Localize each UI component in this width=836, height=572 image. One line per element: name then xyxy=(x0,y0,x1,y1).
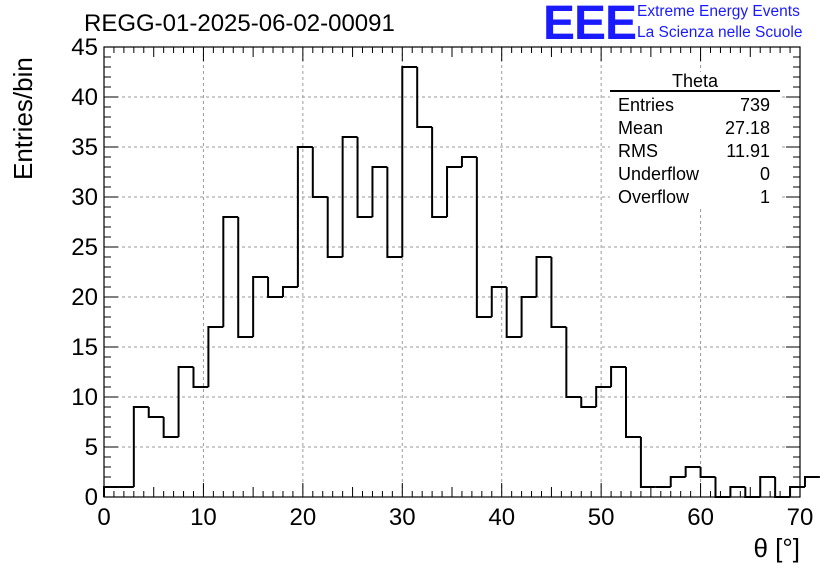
histogram-bin xyxy=(177,366,194,437)
x-tick-label: 20 xyxy=(290,504,317,531)
histogram-bin xyxy=(789,486,805,497)
x-tick-label: 10 xyxy=(190,504,217,531)
histogram-bin xyxy=(341,136,358,257)
histogram-bin xyxy=(192,367,209,388)
stats-value: 27.18 xyxy=(724,118,770,138)
histogram-bin xyxy=(401,66,418,257)
y-tick-label: 15 xyxy=(71,334,98,361)
histogram-bin xyxy=(774,477,791,498)
histogram-bin xyxy=(103,486,119,497)
stats-rows: Entries 739 Mean 27.18 RMS 11.91 Underflow 0 Ove… xyxy=(610,94,780,209)
histogram-bin xyxy=(162,417,179,438)
stats-row-entries: Entries 739 xyxy=(610,94,780,117)
logo-line-1: Extreme Energy Events xyxy=(637,3,800,20)
stats-value: 0 xyxy=(759,164,770,184)
histogram-bin xyxy=(520,296,537,337)
y-tick-label: 45 xyxy=(71,34,98,61)
stats-row-overflow: Overflow 1 xyxy=(610,186,780,209)
histogram-bin xyxy=(699,467,716,478)
histogram-bin xyxy=(296,146,313,287)
histogram-bin xyxy=(386,167,403,258)
y-tick-label: 35 xyxy=(71,134,98,161)
histogram-bin xyxy=(252,276,269,337)
histogram-bin xyxy=(311,147,328,198)
histogram-bin xyxy=(759,476,776,497)
y-tick-label: 40 xyxy=(71,84,98,111)
logo-line-2: La Scienza nelle Scuole xyxy=(637,24,803,41)
stats-label: Entries xyxy=(618,95,675,115)
stats-row-mean: Mean 27.18 xyxy=(610,117,780,140)
y-tick-label: 25 xyxy=(71,234,98,261)
histogram-bin xyxy=(222,216,239,327)
stats-label: Mean xyxy=(618,118,664,138)
histogram-bin xyxy=(446,166,462,217)
chart-title: REGG-01-2025-06-02-00091 xyxy=(84,10,395,37)
histogram-bin xyxy=(669,476,686,487)
histogram-bin xyxy=(326,197,343,258)
histogram-bin xyxy=(729,486,746,497)
histogram-bin xyxy=(625,367,641,438)
stats-label: RMS xyxy=(618,141,658,161)
histogram-bin xyxy=(147,407,164,418)
histogram-bin xyxy=(490,286,507,317)
stats-value: 739 xyxy=(739,95,770,115)
stats-label: Underflow xyxy=(618,164,700,184)
x-tick-label: 40 xyxy=(488,504,515,531)
histogram-bin xyxy=(639,437,656,488)
histogram-bin xyxy=(237,217,254,338)
x-tick-label: 0 xyxy=(97,504,110,531)
histogram-bin xyxy=(744,487,761,498)
histogram-bin xyxy=(714,477,731,498)
histogram-bin xyxy=(281,286,298,297)
histogram-bin xyxy=(132,406,149,487)
y-tick-label: 5 xyxy=(85,434,98,461)
x-tick-label: 50 xyxy=(588,504,615,531)
stats-value: 1 xyxy=(759,187,770,207)
histogram-bin xyxy=(565,327,582,398)
histogram-bin xyxy=(610,366,626,387)
histogram-bin xyxy=(267,277,283,298)
y-tick-label: 20 xyxy=(71,284,98,311)
x-tick-label: 60 xyxy=(687,504,714,531)
histogram-bin xyxy=(684,466,701,477)
y-tick-label: 10 xyxy=(71,384,98,411)
stats-row-underflow: Underflow 0 xyxy=(610,163,780,186)
histogram-bin xyxy=(595,386,612,407)
x-axis-label: θ [°] xyxy=(753,533,800,563)
stats-row-rms: RMS 11.91 xyxy=(610,140,780,163)
x-tick-label: 30 xyxy=(389,504,416,531)
stats-label: Overflow xyxy=(618,187,690,207)
histogram-bin xyxy=(371,166,388,217)
histogram-bin xyxy=(505,287,522,338)
histogram-bin xyxy=(356,137,373,218)
y-tick-label: 0 xyxy=(85,484,98,511)
y-tick-label: 30 xyxy=(71,184,98,211)
histogram-bin xyxy=(550,257,567,328)
eee-logo: EEE xyxy=(543,0,637,50)
stats-box: Theta Entries 739 Mean 27.18 RMS 11.91 Underfl… xyxy=(610,72,780,209)
x-tick-label: 70 xyxy=(787,504,814,531)
histogram-bin xyxy=(580,397,597,408)
histogram-bin xyxy=(803,476,820,487)
histogram-bin xyxy=(460,156,477,167)
stats-value: 11.91 xyxy=(726,141,770,161)
histogram-bin xyxy=(475,157,492,318)
stats-box-title: Theta xyxy=(610,72,780,92)
histogram-bin xyxy=(416,67,433,128)
histogram-bin xyxy=(207,326,224,387)
histogram-bin xyxy=(535,256,552,297)
y-axis-label: Entries/bin xyxy=(8,57,38,180)
histogram-bin xyxy=(431,127,448,218)
